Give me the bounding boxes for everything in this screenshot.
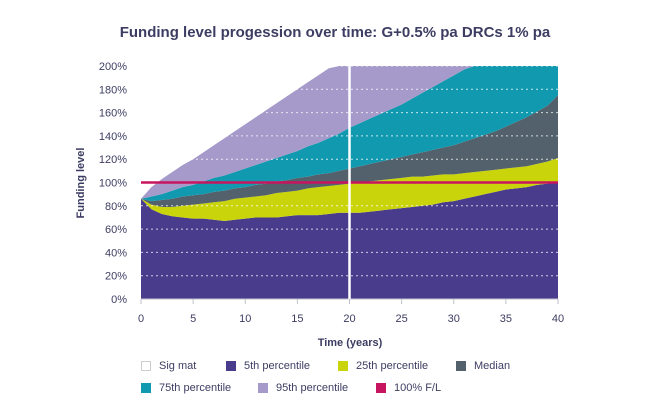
legend-item-100-fl: 100% F/L (376, 382, 441, 394)
x-tick-label: 5 (190, 313, 196, 325)
legend-item-75th-percentile: 75th percentile (141, 382, 231, 394)
legend-item-25th-percentile: 25th percentile (338, 360, 428, 372)
legend-swatch (141, 383, 151, 393)
y-tick-label: 60% (105, 224, 127, 236)
legend-label: 25th percentile (356, 360, 429, 372)
y-tick-label: 100% (99, 178, 127, 190)
legend-swatch (456, 361, 466, 371)
band-median (141, 95, 558, 207)
legend-item-95th-percentile: 95th percentile (258, 382, 348, 394)
legend-label: 100% F/L (394, 382, 442, 394)
x-tick-label: 25 (396, 313, 408, 325)
legend-swatch (338, 361, 348, 371)
legend-swatch (376, 383, 386, 393)
y-tick-label: 140% (99, 131, 127, 143)
y-tick-label: 0% (111, 294, 127, 306)
x-tick-label: 30 (448, 313, 460, 325)
x-tick-label: 35 (500, 313, 512, 325)
x-tick-label: 40 (552, 313, 564, 325)
x-tick-label: 0 (138, 313, 144, 325)
y-tick-label: 20% (105, 271, 127, 283)
y-tick-label: 40% (105, 247, 127, 259)
band-95th-percentile (141, 66, 558, 199)
chart-title: Funding level progession over time: G+0.… (119, 24, 551, 41)
legend-item-5th-percentile: 5th percentile (226, 360, 310, 372)
legend-swatch (258, 383, 268, 393)
legend-label: 5th percentile (244, 360, 311, 372)
y-tick-label: 120% (99, 154, 127, 166)
legend-swatch (141, 361, 151, 371)
x-tick-label: 20 (343, 313, 355, 325)
y-tick-label: 200% (99, 61, 127, 73)
legend-item-sig-mat: Sig mat (141, 360, 196, 372)
y-tick-label: 180% (99, 84, 127, 96)
legend-label: 95th percentile (276, 382, 349, 394)
legend-swatch (226, 361, 236, 371)
legend-item-median: Median (456, 360, 510, 372)
x-axis-label: Time (years) (318, 337, 383, 349)
x-tick-label: 15 (291, 313, 303, 325)
legend-label: Sig mat (159, 360, 197, 372)
y-axis-label: Funding level (75, 148, 87, 219)
x-tick-label: 10 (239, 313, 251, 325)
y-tick-label: 80% (105, 201, 127, 213)
y-tick-label: 160% (99, 108, 127, 120)
legend-label: Median (474, 360, 511, 372)
legend-label: 75th percentile (159, 382, 232, 394)
